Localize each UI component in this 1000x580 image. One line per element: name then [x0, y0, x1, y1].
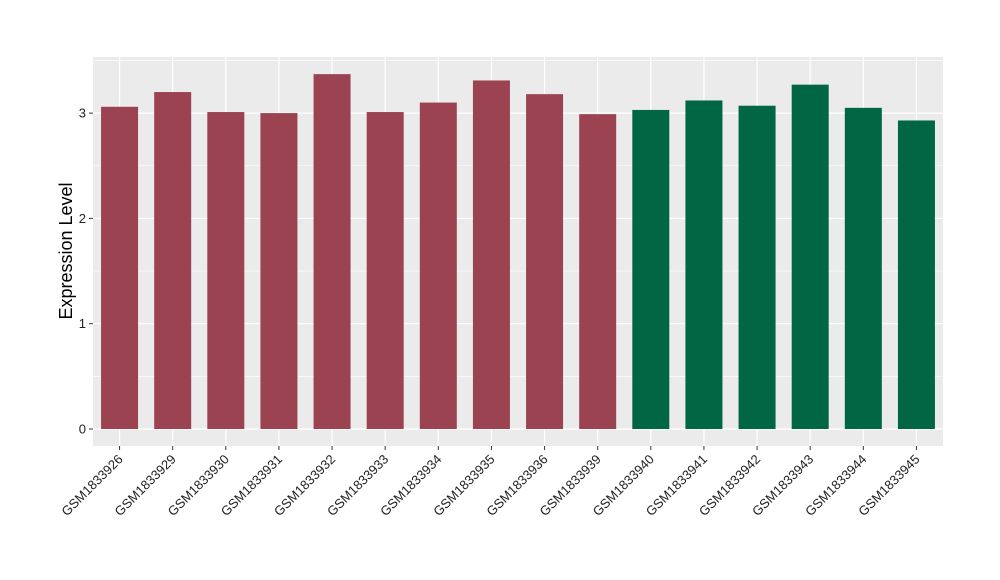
bar: [685, 100, 723, 430]
bars: [101, 74, 935, 430]
y-axis-title: Expression Level: [56, 182, 76, 319]
bar: [154, 92, 192, 429]
bar: [472, 80, 510, 429]
bar: [632, 109, 670, 429]
x-axis: GSM1833926GSM1833929GSM1833930GSM1833931…: [58, 446, 923, 519]
y-tick-label: 2: [79, 211, 86, 226]
bar: [791, 84, 829, 429]
bar: [313, 74, 351, 429]
bar: [366, 112, 404, 429]
bar: [579, 114, 617, 429]
bar: [526, 94, 564, 430]
y-tick-label: 0: [79, 422, 86, 437]
bar: [738, 105, 776, 429]
bar: [207, 112, 245, 429]
bar: [260, 113, 298, 429]
y-tick-label: 3: [79, 106, 86, 121]
y-axis: 0 1 2 3: [79, 106, 93, 437]
bar: [419, 102, 457, 429]
bar: [844, 107, 882, 430]
y-tick-label: 1: [79, 316, 86, 331]
bar: [101, 106, 139, 430]
bar: [897, 120, 935, 429]
